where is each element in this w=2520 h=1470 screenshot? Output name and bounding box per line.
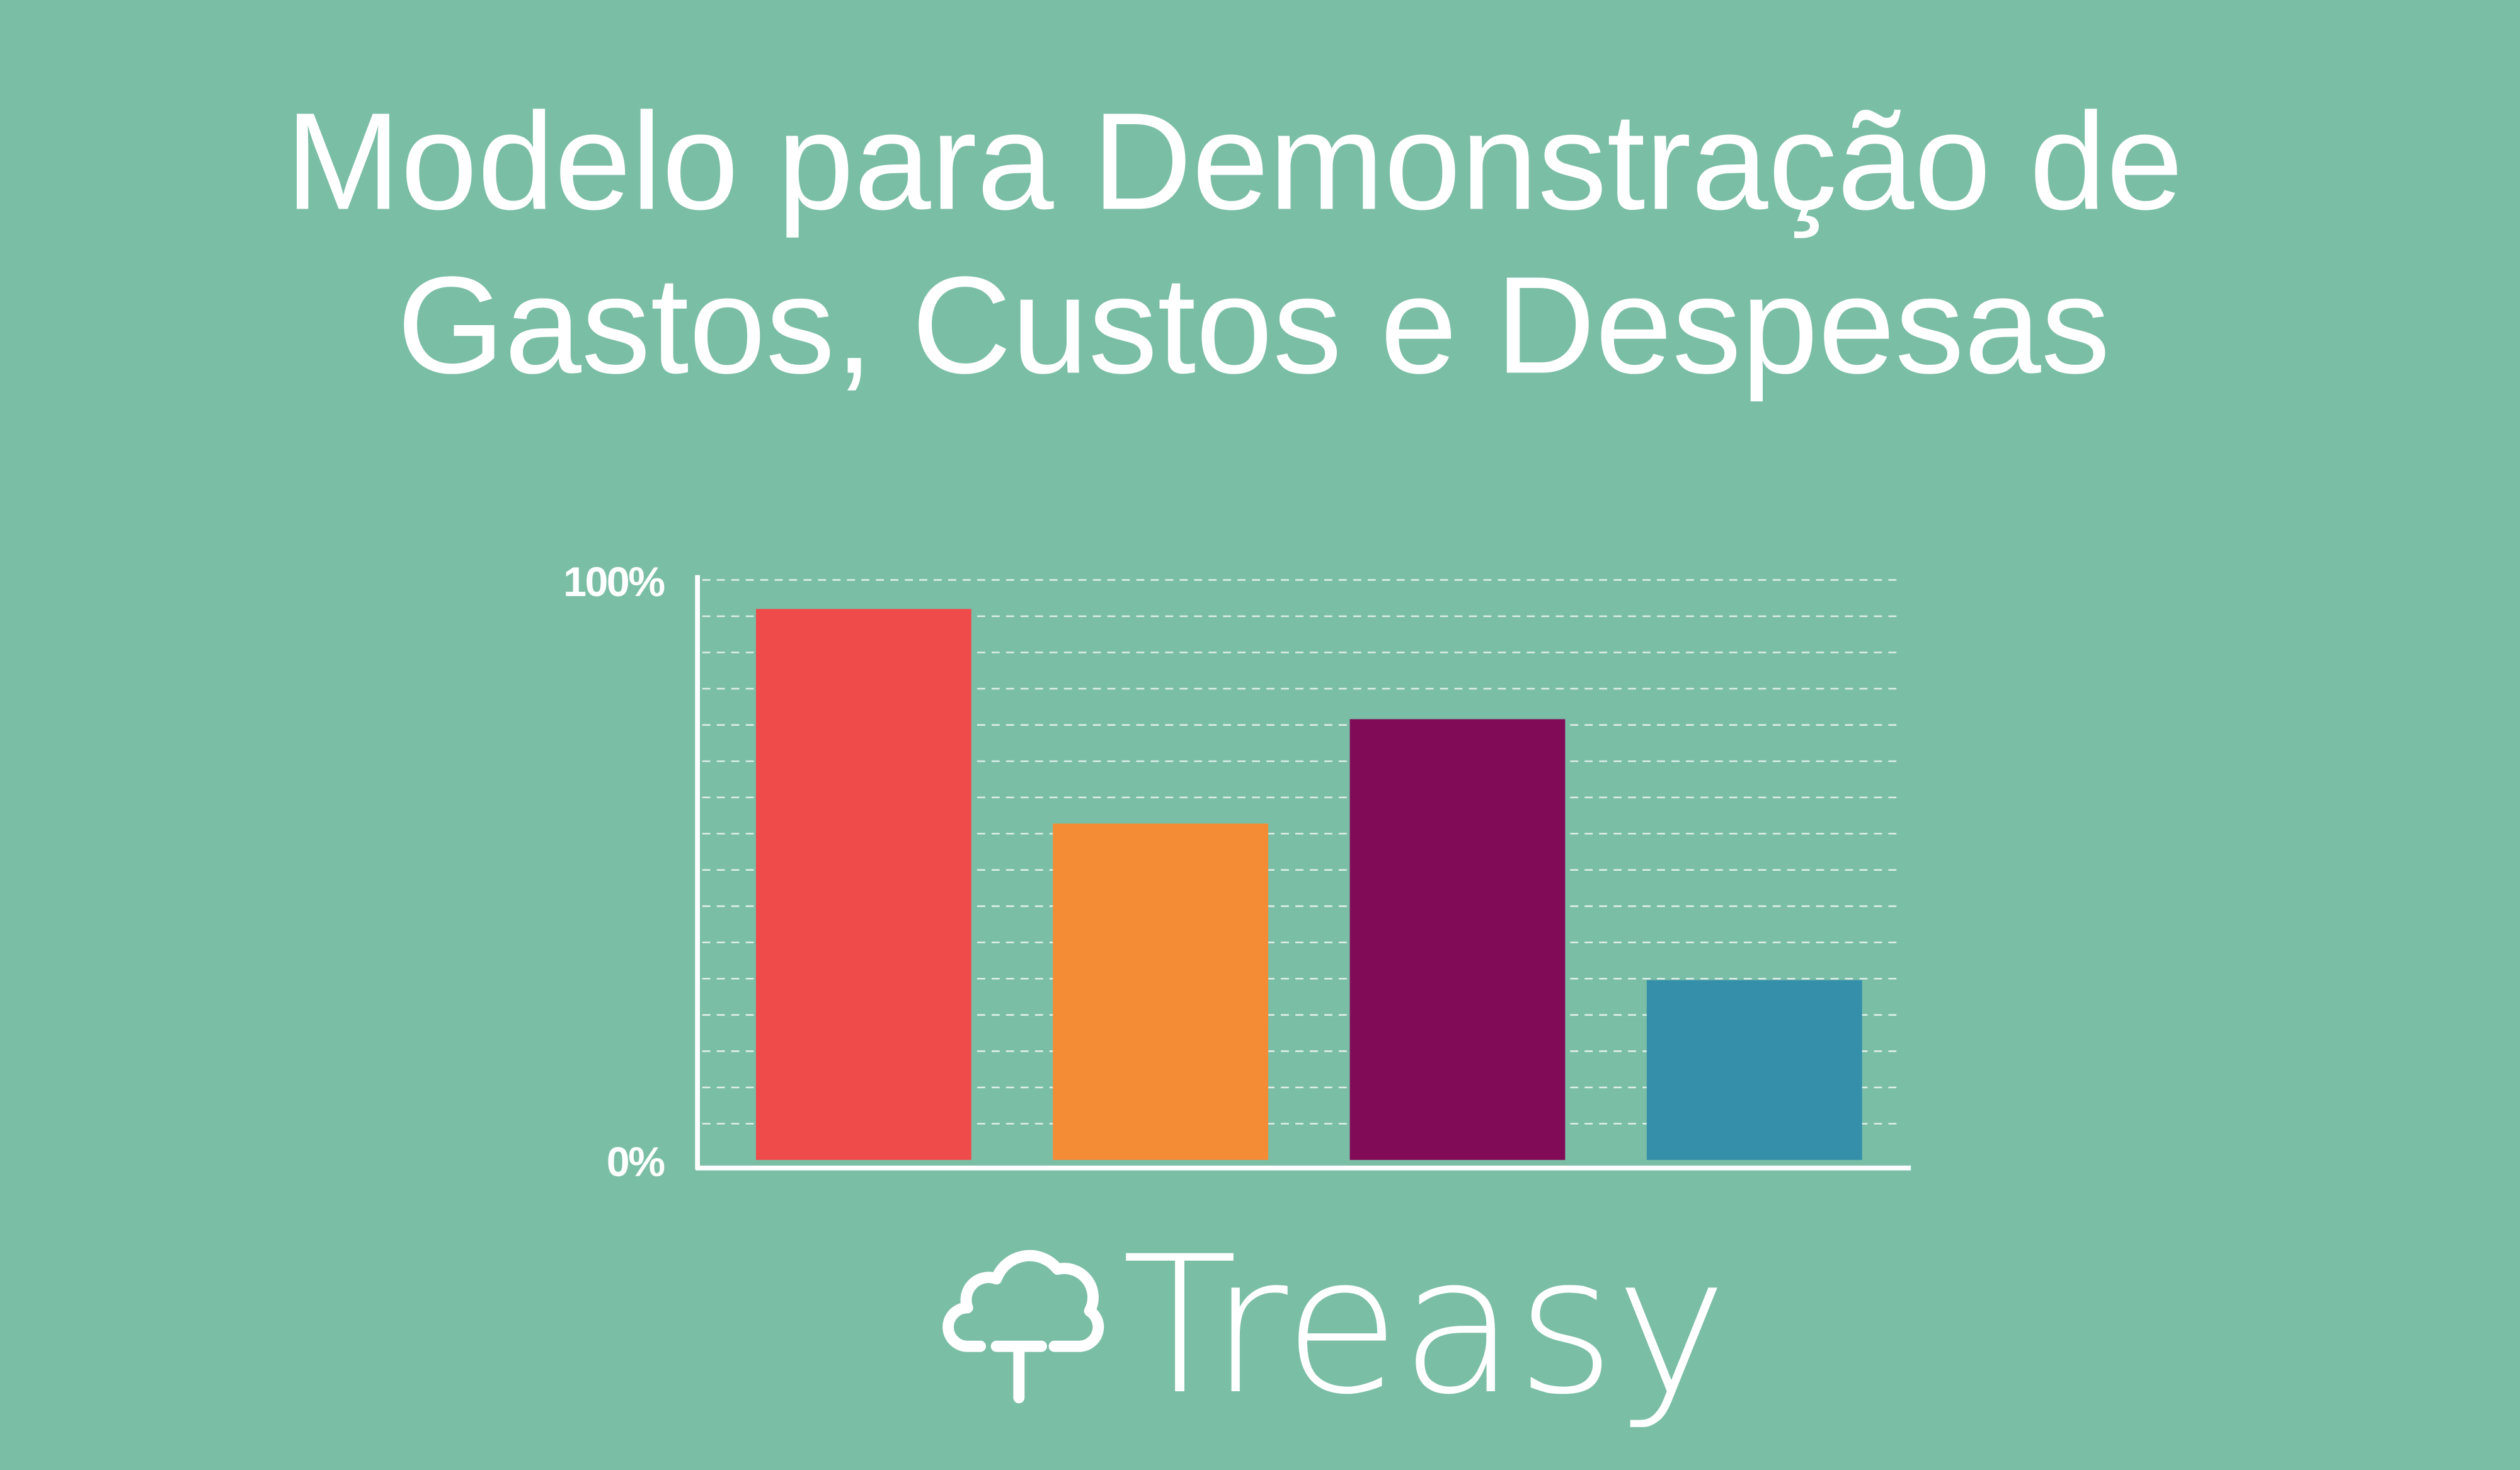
bar (1053, 824, 1269, 1160)
logo: Treasy (942, 1215, 1727, 1436)
y-tick-label: 0% (607, 1139, 665, 1185)
bar (755, 609, 971, 1160)
bar (1646, 980, 1862, 1160)
chart-title: Modelo para Demonstração de (285, 84, 2183, 239)
logo-text: Treasy (1122, 1215, 1727, 1436)
y-tick-label: 100% (563, 559, 665, 606)
bar (1349, 719, 1566, 1160)
chart-title: Gastos, Custos e Despesas (397, 248, 2110, 403)
logo-icon (942, 1249, 1104, 1404)
